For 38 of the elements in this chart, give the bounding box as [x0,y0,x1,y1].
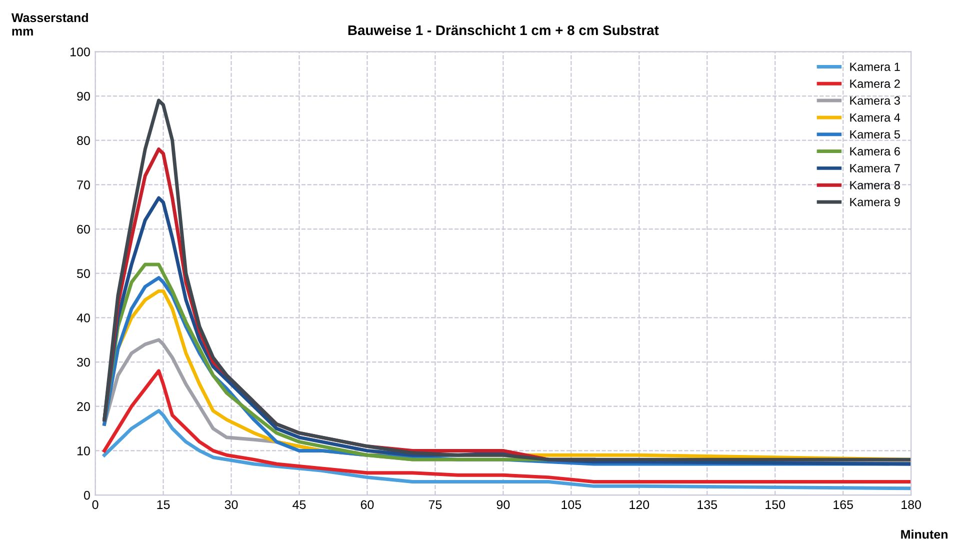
x-tick-label: 0 [92,500,98,510]
y-tick-label: 0 [84,490,90,500]
y-tick-label: 10 [77,446,90,456]
legend-label: Kamera 4 [850,113,900,122]
line-series [102,409,912,490]
y-axis-title: Wasserstand mm [11,12,88,36]
legend-label: Kamera 7 [850,164,900,172]
legend-label: Kamera 8 [850,180,900,190]
line-series [102,369,912,484]
y-tick-label: 70 [77,180,90,190]
x-tick-label: 165 [834,500,853,510]
x-tick-label: 135 [698,500,718,510]
legend-label: Kamera 6 [850,147,900,156]
legend-label: Kamera 9 [850,198,900,206]
x-tick-label: 120 [630,500,650,510]
x-tick-label: 105 [562,500,582,510]
legend-label: Kamera 3 [850,96,900,105]
y-tick-label: 40 [76,313,90,322]
x-tick-label: 15 [157,500,170,510]
legend-label: Kamera 1 [850,62,900,71]
x-tick-label: 45 [292,500,306,510]
y-tick-label: 60 [77,224,90,234]
x-tick-label: 150 [766,500,786,510]
x-tick-label: 90 [496,500,510,510]
y-tick-label: 90 [77,92,90,101]
x-tick-label: 75 [428,500,442,510]
y-tick-label: 30 [77,358,90,367]
chart-title: Bauweise 1 - Dränschicht 1 cm + 8 cm Substrat [348,24,659,36]
y-tick-label: 20 [77,402,90,412]
y-tick-label: 50 [77,269,90,278]
y-tick-label: 100 [70,47,90,56]
y-tick-label: 80 [77,136,90,146]
x-tick-label: 30 [224,500,238,510]
legend-label: Kamera 2 [850,80,900,88]
legend-label: Kamera 5 [850,130,900,139]
x-tick-label: 60 [360,500,374,510]
x-tick-label: 180 [902,500,922,510]
x-axis-title: Minuten [901,530,948,539]
